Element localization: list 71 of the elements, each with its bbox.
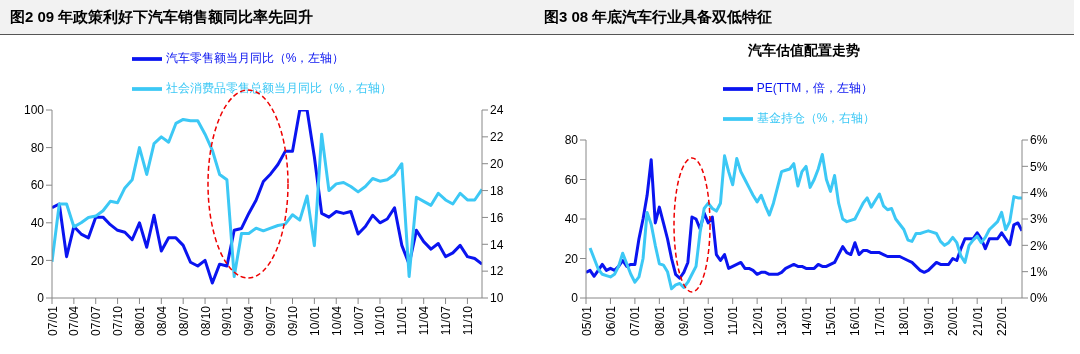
y2-tick-label: 12 [490, 264, 504, 279]
x-tick-label: 09/01 [677, 305, 692, 337]
x-tick-label: 21/01 [970, 305, 985, 337]
y2-tick-label: 1% [1030, 264, 1048, 279]
chart-title: 图2 09 年政策利好下汽车销售额同比率先回升 [0, 0, 534, 35]
y2-tick-label: 6% [1030, 133, 1048, 148]
x-tick-label: 15/01 [824, 305, 839, 337]
x-tick-label: 16/01 [848, 305, 863, 337]
y2-tick-label: 2% [1030, 238, 1048, 253]
x-tick-label: 10/10 [373, 305, 388, 337]
x-tick-label: 07/01 [45, 305, 60, 337]
y2-tick-label: 0% [1030, 291, 1048, 306]
x-tick-label: 11/04 [417, 305, 432, 336]
legend-label: PE(TTM，倍，左轴） [756, 81, 874, 96]
x-tick-label: 22/01 [995, 305, 1010, 337]
x-tick-label: 09/10 [286, 305, 301, 337]
y-tick-label: 100 [23, 103, 45, 118]
x-tick-label: 07/04 [67, 305, 82, 337]
x-tick-label: 09/01 [220, 305, 235, 337]
x-tick-label: 12/01 [750, 305, 765, 337]
y2-tick-label: 20 [490, 156, 504, 171]
y2-tick-label: 24 [490, 103, 504, 118]
x-tick-label: 17/01 [872, 305, 887, 337]
legend-label: 社会消费品零售总额当月同比（%，右轴） [165, 81, 393, 96]
x-tick-label: 08/04 [154, 305, 169, 337]
x-tick-label: 09/04 [242, 305, 257, 337]
y-tick-label: 80 [564, 133, 579, 148]
y-tick-label: 60 [564, 172, 579, 187]
x-tick-label: 07/10 [111, 305, 126, 337]
x-tick-label: 08/01 [652, 305, 667, 337]
y-tick-label: 0 [571, 291, 579, 306]
x-tick-label: 11/01 [395, 305, 410, 336]
y-tick-label: 40 [30, 216, 45, 231]
x-tick-label: 18/01 [897, 305, 912, 337]
y2-tick-label: 22 [490, 130, 504, 145]
x-tick-label: 08/10 [198, 305, 213, 337]
x-tick-label: 06/01 [603, 305, 618, 337]
y-tick-label: 20 [30, 253, 45, 268]
y2-tick-label: 4% [1030, 185, 1048, 200]
y2-tick-label: 18 [490, 183, 504, 198]
x-tick-label: 05/01 [579, 305, 594, 337]
y2-tick-label: 5% [1030, 159, 1048, 174]
y2-tick-label: 10 [490, 291, 504, 306]
chart-subtitle: 汽车估值配置走势 [747, 42, 861, 60]
y-tick-label: 20 [564, 251, 579, 266]
x-tick-label: 20/01 [946, 305, 961, 337]
y-tick-label: 0 [37, 291, 45, 306]
x-tick-label: 11/07 [439, 305, 454, 336]
x-tick-label: 10/07 [351, 305, 366, 337]
x-tick-label: 11/10 [460, 305, 475, 336]
x-tick-label: 08/01 [132, 305, 147, 337]
legend-label: 基金持仓（%，右轴） [756, 111, 876, 126]
y2-tick-label: 3% [1030, 212, 1048, 227]
x-tick-label: 13/01 [775, 305, 790, 337]
y2-tick-label: 14 [490, 237, 504, 252]
x-tick-label: 11/01 [726, 305, 741, 336]
y-tick-label: 60 [30, 178, 45, 193]
x-tick-label: 10/01 [701, 305, 716, 337]
y2-tick-label: 16 [490, 210, 504, 225]
x-tick-label: 09/07 [264, 305, 279, 337]
x-tick-label: 19/01 [921, 305, 936, 337]
x-tick-label: 08/07 [176, 305, 191, 337]
x-tick-label: 07/07 [89, 305, 104, 337]
chart-title: 图3 08 年底汽车行业具备双低特征 [534, 0, 1074, 35]
x-tick-label: 10/04 [329, 305, 344, 337]
x-tick-label: 14/01 [799, 305, 814, 337]
y-tick-label: 80 [30, 140, 45, 155]
legend-label: 汽车零售额当月同比（%，左轴） [165, 51, 345, 66]
y-tick-label: 40 [564, 212, 579, 227]
x-tick-label: 07/01 [628, 305, 643, 337]
x-tick-label: 10/01 [307, 305, 322, 337]
